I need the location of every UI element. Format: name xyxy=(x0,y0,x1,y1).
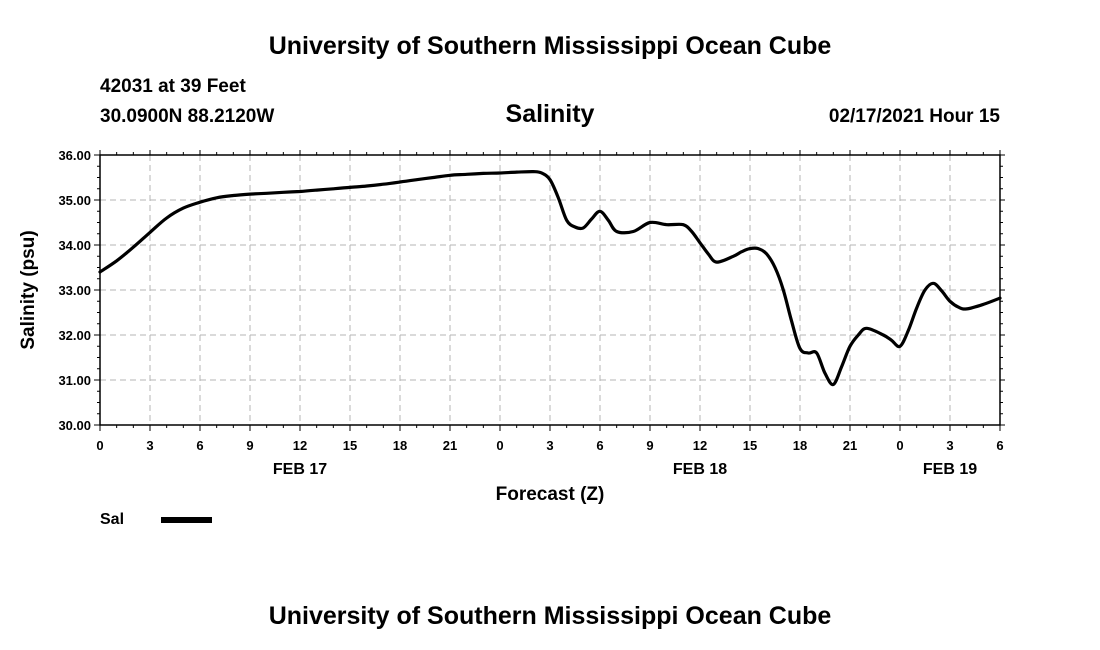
x-tick-label: 9 xyxy=(246,438,253,453)
y-tick-label: 30.00 xyxy=(58,418,91,433)
x-axis-label: Forecast (Z) xyxy=(496,484,605,505)
x-tick-label: 9 xyxy=(646,438,653,453)
x-tick-label: 12 xyxy=(693,438,707,453)
date-label: FEB 19 xyxy=(923,461,977,478)
bottom-title: University of Southern Mississippi Ocean… xyxy=(268,602,832,630)
x-tick-label: 3 xyxy=(946,438,953,453)
x-tick-label: 18 xyxy=(393,438,407,453)
y-tick-label: 33.00 xyxy=(58,283,91,298)
x-tick-label: 12 xyxy=(293,438,307,453)
x-tick-label: 6 xyxy=(596,438,603,453)
x-tick-label: 3 xyxy=(146,438,153,453)
x-tick-label: 6 xyxy=(196,438,203,453)
y-tick-label: 36.00 xyxy=(58,148,91,163)
y-tick-label: 35.00 xyxy=(58,193,91,208)
date-label: FEB 17 xyxy=(273,461,327,478)
chart-title: Salinity xyxy=(505,100,595,128)
y-tick-label: 34.00 xyxy=(58,238,91,253)
y-tick-label: 31.00 xyxy=(58,373,91,388)
x-tick-label: 0 xyxy=(96,438,103,453)
top-title: University of Southern Mississippi Ocean… xyxy=(268,32,832,60)
x-tick-label: 0 xyxy=(896,438,903,453)
x-tick-label: 15 xyxy=(343,438,357,453)
y-axis-label: Salinity (psu) xyxy=(18,230,39,349)
y-tick-label: 32.00 xyxy=(58,328,91,343)
x-tick-label: 21 xyxy=(843,438,857,453)
timestamp-label: 02/17/2021 Hour 15 xyxy=(828,106,1000,127)
station-label: 42031 at 39 Feet xyxy=(100,76,246,97)
series-layer xyxy=(98,169,1002,387)
location-label: 30.0900N 88.2120W xyxy=(100,106,275,127)
x-tick-label: 6 xyxy=(996,438,1003,453)
legend-label: Sal xyxy=(100,511,124,528)
date-label: FEB 18 xyxy=(673,461,727,478)
x-tick-label: 18 xyxy=(793,438,807,453)
x-tick-label: 15 xyxy=(743,438,757,453)
tick-layer: 30.00 31.00 32.00 33.00 34.00 35.00 36.00 0 3 6 9 1… xyxy=(58,148,1005,478)
x-tick-label: 21 xyxy=(443,438,457,453)
x-tick-label: 0 xyxy=(496,438,503,453)
legend: Sal xyxy=(100,511,212,528)
x-tick-label: 3 xyxy=(546,438,553,453)
series-line-sal xyxy=(98,169,1002,387)
chart-grid xyxy=(100,155,1000,425)
